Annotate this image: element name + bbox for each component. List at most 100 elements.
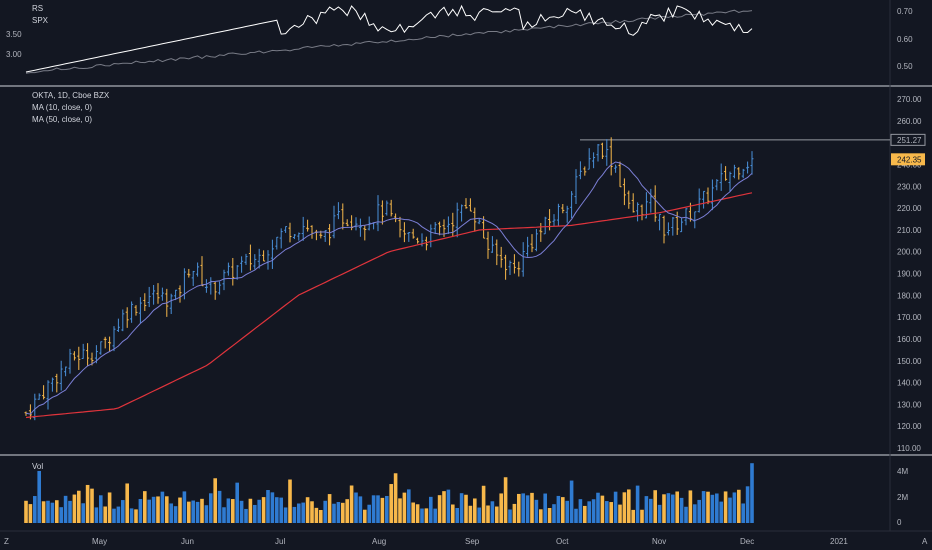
price-axis[interactable]: 270.00260.00250.00240.00230.00220.00210.… [897, 95, 922, 453]
volume-bar [178, 497, 182, 523]
price-tick: 110.00 [897, 444, 921, 453]
ohlc-bar [517, 261, 521, 277]
volume-bar [50, 502, 55, 523]
ohlc-bar [746, 161, 750, 174]
ohlc-bar [341, 203, 345, 230]
volume-bar [710, 494, 715, 523]
volume-bar [165, 496, 169, 523]
ohlc-bar [345, 219, 349, 227]
volume-bar [319, 509, 323, 523]
volume-bar [147, 499, 151, 523]
ohlc-bar [592, 152, 596, 169]
volume-bar [640, 509, 644, 523]
ohlc-bar [622, 178, 626, 206]
ohlc-bar [367, 216, 371, 231]
volume-bar [521, 493, 525, 523]
ohlc-bar [121, 309, 125, 332]
volume-bar [407, 489, 411, 523]
volume-bar [345, 499, 349, 523]
ohlc-bar [332, 205, 336, 239]
volume-bar [33, 496, 37, 523]
ohlc-bar [279, 228, 283, 249]
volume-bar [675, 491, 679, 523]
volume-bar [244, 508, 248, 523]
volume-bar [688, 490, 693, 523]
ohlc-bar [196, 262, 200, 277]
volume-bar [231, 499, 235, 523]
volume-bar [253, 504, 257, 523]
volume-bar [270, 492, 275, 523]
ohlc-bar [275, 236, 279, 250]
volume-bar [627, 489, 631, 523]
ohlc-bar [380, 200, 384, 225]
volume-bar [543, 493, 547, 523]
ohlc-bar [64, 366, 68, 377]
volume-bar [301, 502, 305, 523]
volume-bar [160, 491, 165, 523]
volume-bar [72, 494, 77, 523]
ohlc-bar [398, 216, 402, 238]
volume-bar [420, 508, 424, 523]
volume-bar [719, 501, 723, 523]
price-tick: 190.00 [897, 270, 922, 279]
volume-bar [222, 507, 226, 523]
volume-bar [723, 491, 728, 523]
ohlc-bar [222, 269, 226, 291]
corner-z-button[interactable]: Z [4, 537, 9, 546]
volume-tick-2m: 2M [897, 493, 908, 502]
ohlc-bar [552, 214, 556, 227]
time-label-aug: Aug [372, 537, 386, 546]
volume-bar [103, 506, 107, 523]
volume-bar [530, 492, 534, 523]
ohlc-bar [50, 377, 54, 392]
volume-bar [85, 484, 90, 523]
ohlc-bar [174, 289, 178, 301]
ohlc-bar [213, 281, 217, 300]
volume-bar [613, 491, 618, 523]
ohlc-bar [226, 262, 230, 276]
ohlc-bar [160, 287, 164, 301]
ohlc-bar [530, 234, 534, 253]
volume-bar [349, 485, 354, 523]
ohlc-bar [134, 305, 138, 316]
volume-bar [363, 509, 367, 523]
rs-series-line [25, 4, 753, 73]
volume-bar [499, 493, 503, 523]
ohlc-bar [130, 301, 134, 323]
rs-left-tick-350: 3.50 [6, 30, 22, 39]
volume-bar [574, 508, 578, 523]
volume-bar [195, 501, 200, 523]
volume-bar [173, 506, 178, 523]
volume-bar [446, 489, 451, 523]
ohlc-bar [402, 222, 406, 243]
volume-bar [433, 508, 437, 523]
volume-bar [693, 504, 697, 523]
ohlc-bar [169, 293, 173, 314]
volume-bar [741, 503, 745, 523]
volume-bar [398, 498, 402, 523]
ohlc-bar [565, 205, 569, 223]
volume-bar [429, 496, 433, 523]
volume-bar [473, 498, 477, 523]
ohlc-bar [138, 297, 142, 324]
ohlc-bar [556, 203, 560, 226]
ohlc-bar [42, 385, 46, 400]
volume-bar [437, 495, 442, 523]
ohlc-bar [662, 215, 666, 244]
ohlc-bar [68, 348, 72, 374]
time-label-dec: Dec [740, 537, 754, 546]
volume-bar [468, 505, 473, 523]
auto-scale-button[interactable]: A [922, 537, 928, 546]
volume-bar [380, 497, 385, 523]
ohlc-bar [99, 341, 103, 355]
ohlc-bar [231, 257, 235, 286]
volume-bar [327, 494, 332, 523]
ohlc-bar [561, 204, 565, 214]
ohlc-bar [618, 161, 622, 188]
volume-bar [539, 509, 543, 523]
volume-bar [151, 496, 156, 523]
volume-bar [622, 492, 627, 523]
rs-left-tick-300: 3.00 [6, 50, 22, 59]
ohlc-bar [486, 231, 490, 259]
